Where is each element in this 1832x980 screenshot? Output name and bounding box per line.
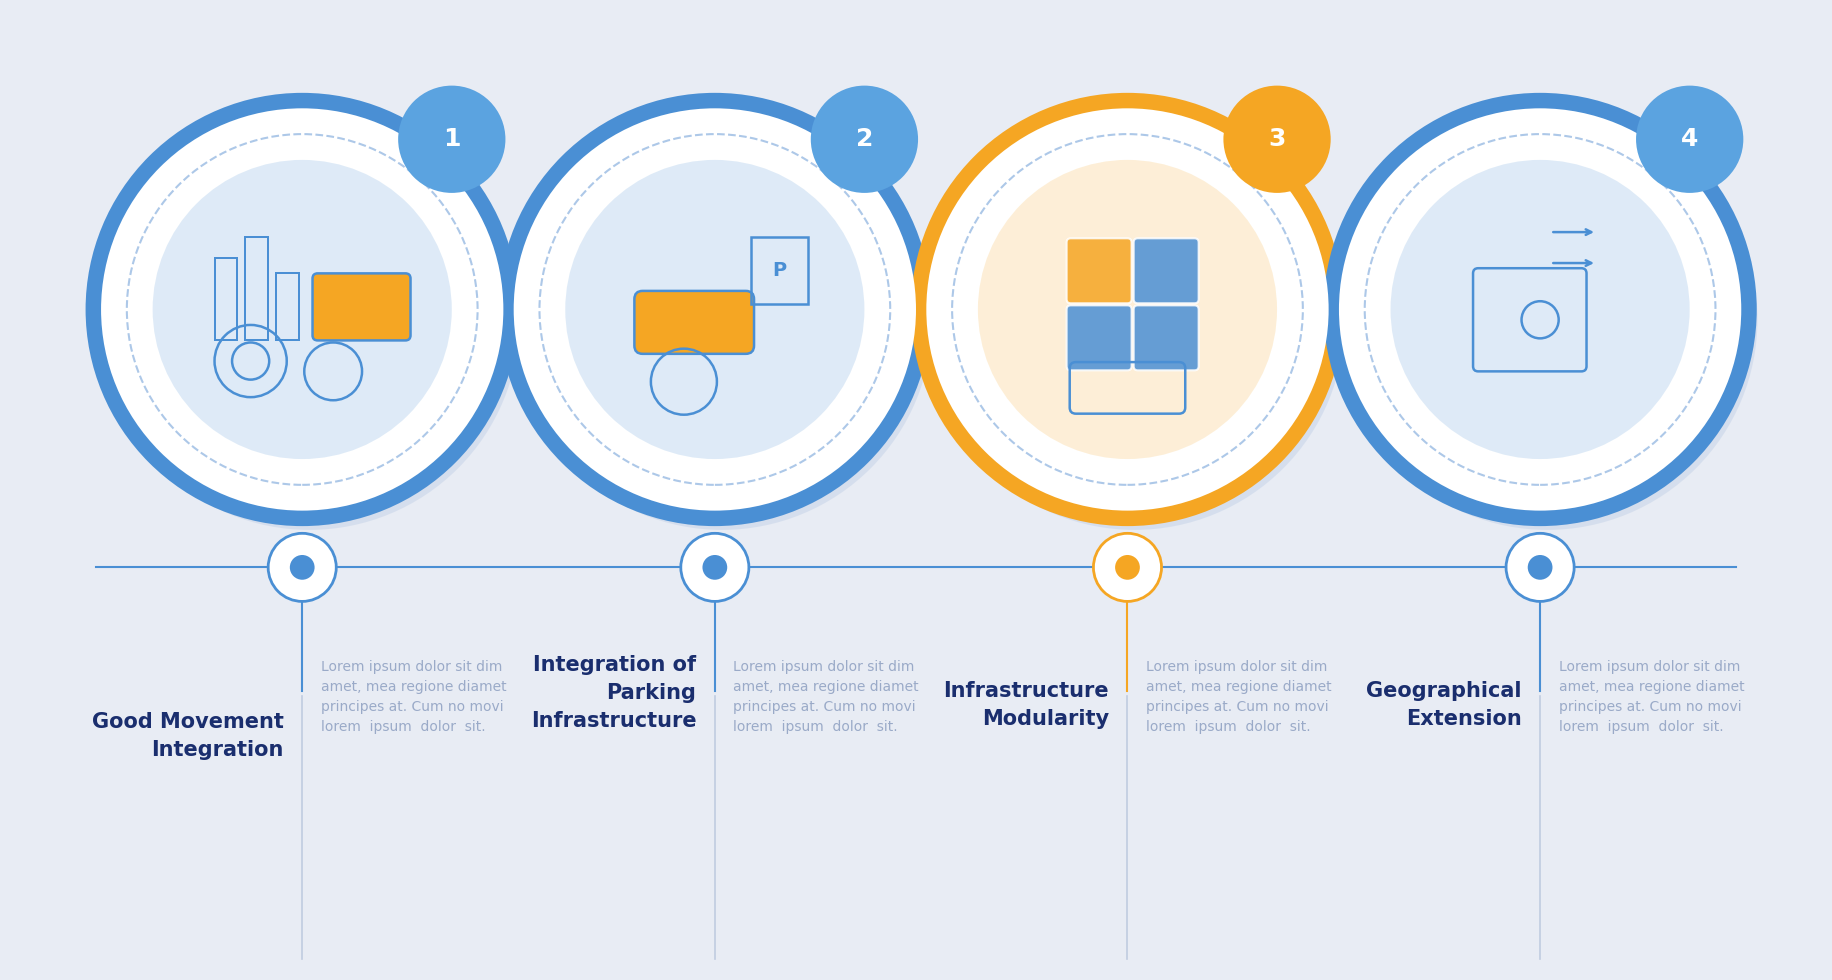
Text: 2: 2 (856, 127, 874, 151)
Text: 3: 3 (1268, 127, 1286, 151)
Circle shape (267, 533, 337, 602)
Text: Good Movement
Integration: Good Movement Integration (92, 711, 284, 760)
FancyBboxPatch shape (313, 273, 410, 340)
Circle shape (398, 85, 506, 193)
Circle shape (566, 160, 865, 459)
Circle shape (1339, 109, 1740, 511)
FancyBboxPatch shape (1134, 238, 1198, 303)
Circle shape (152, 160, 453, 459)
Circle shape (927, 109, 1328, 511)
Circle shape (1337, 110, 1757, 530)
Circle shape (1528, 555, 1552, 580)
Circle shape (289, 555, 315, 580)
Text: 1: 1 (443, 127, 460, 151)
Circle shape (812, 85, 918, 193)
Text: Lorem ipsum dolor sit dim
amet, mea regione diamet
principes at. Cum no movi
lor: Lorem ipsum dolor sit dim amet, mea regi… (321, 661, 506, 734)
Text: Lorem ipsum dolor sit dim
amet, mea regione diamet
principes at. Cum no movi
lor: Lorem ipsum dolor sit dim amet, mea regi… (733, 661, 920, 734)
Circle shape (682, 533, 749, 602)
Text: Lorem ipsum dolor sit dim
amet, mea regione diamet
principes at. Cum no movi
lor: Lorem ipsum dolor sit dim amet, mea regi… (1147, 661, 1332, 734)
FancyBboxPatch shape (634, 291, 755, 354)
Circle shape (1506, 533, 1574, 602)
Circle shape (86, 93, 518, 526)
FancyBboxPatch shape (1066, 238, 1132, 303)
Circle shape (1116, 555, 1140, 580)
FancyBboxPatch shape (1134, 306, 1198, 370)
Circle shape (1390, 160, 1689, 459)
Circle shape (1636, 85, 1744, 193)
Circle shape (101, 109, 504, 511)
Text: Integration of
Parking
Infrastructure: Integration of Parking Infrastructure (531, 655, 696, 731)
Circle shape (911, 93, 1345, 526)
Circle shape (511, 110, 932, 530)
Circle shape (513, 109, 916, 511)
FancyBboxPatch shape (1066, 306, 1132, 370)
Text: 4: 4 (1682, 127, 1698, 151)
Text: Lorem ipsum dolor sit dim
amet, mea regione diamet
principes at. Cum no movi
lor: Lorem ipsum dolor sit dim amet, mea regi… (1559, 661, 1744, 734)
Circle shape (925, 110, 1345, 530)
Circle shape (1323, 93, 1757, 526)
Circle shape (1094, 533, 1161, 602)
Text: Geographical
Extension: Geographical Extension (1367, 681, 1522, 729)
Circle shape (498, 93, 931, 526)
Text: P: P (773, 262, 786, 280)
Circle shape (702, 555, 727, 580)
Circle shape (1224, 85, 1330, 193)
Circle shape (978, 160, 1277, 459)
Circle shape (99, 110, 520, 530)
Text: Infrastructure
Modularity: Infrastructure Modularity (943, 681, 1108, 729)
